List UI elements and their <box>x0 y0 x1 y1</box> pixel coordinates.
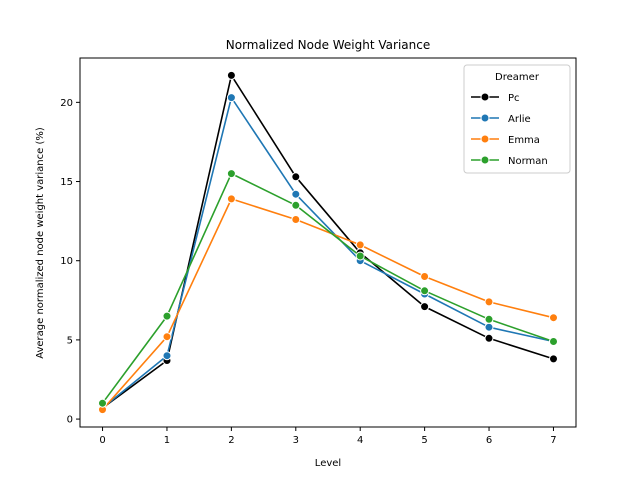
legend-label-pc: Pc <box>508 93 520 104</box>
plot-frame <box>79 57 577 428</box>
data-point-norman <box>98 398 107 408</box>
data-point-emma <box>355 240 365 250</box>
x-tick-label: 1 <box>164 435 170 446</box>
legend-title: Dreamer <box>495 72 540 83</box>
data-point-norman <box>549 337 558 346</box>
legend-marker-arlie <box>480 113 490 123</box>
legend-marker-pc <box>480 92 490 102</box>
data-point-emma <box>484 297 494 307</box>
legend-label-emma: Emma <box>508 135 540 146</box>
legend: Dreamer Pc Arlie Emma Norman <box>463 64 571 174</box>
data-point-arlie <box>162 351 172 361</box>
data-point-norman <box>484 314 494 324</box>
y-tick-label: 15 <box>60 177 73 188</box>
data-point-norman <box>162 311 172 321</box>
legend-marker-emma <box>480 134 490 144</box>
data-point-norman <box>291 200 301 210</box>
x-tick-label: 5 <box>421 435 427 446</box>
data-point-emma <box>549 313 558 323</box>
data-point-arlie <box>226 93 236 103</box>
data-point-arlie <box>291 189 301 199</box>
data-point-arlie <box>484 322 494 332</box>
legend-item-emma: Emma <box>471 134 540 146</box>
data-point-emma <box>291 215 301 224</box>
series-norman <box>98 169 558 408</box>
data-point-norman <box>355 251 365 261</box>
y-tick-label: 20 <box>60 98 73 109</box>
legend-marker-norman <box>480 155 490 165</box>
chart-title: Normalized Node Weight Variance <box>226 38 430 52</box>
data-point-norman <box>420 286 430 296</box>
legend-label-norman: Norman <box>508 156 548 167</box>
data-point-pc <box>484 333 494 343</box>
legend-item-arlie: Arlie <box>471 113 531 125</box>
x-tick-label: 7 <box>550 435 556 446</box>
legend-item-pc: Pc <box>471 92 520 104</box>
series-line-emma <box>101 198 554 411</box>
data-point-pc <box>291 172 301 182</box>
axes: 0 1 2 3 4 5 6 7 0 5 10 15 20 <box>60 57 577 446</box>
series-layer <box>98 70 558 415</box>
x-tick-label: 6 <box>486 435 492 446</box>
legend-label-arlie: Arlie <box>508 114 531 125</box>
data-point-pc <box>226 70 236 80</box>
series-emma <box>98 194 558 415</box>
y-tick-label: 10 <box>60 256 73 267</box>
x-tick-label: 3 <box>293 435 299 446</box>
data-point-emma <box>420 272 430 281</box>
data-point-pc <box>420 302 430 312</box>
x-tick-label: 2 <box>228 435 234 446</box>
y-tick-label: 0 <box>67 415 73 426</box>
data-point-norman <box>226 169 236 179</box>
legend-frame <box>463 64 571 174</box>
data-point-emma <box>226 194 236 204</box>
y-axis-label: Average normalized node weight variance … <box>35 127 46 359</box>
x-tick-label: 0 <box>99 435 105 446</box>
data-point-emma <box>162 332 172 342</box>
data-point-pc <box>549 354 558 364</box>
legend-item-norman: Norman <box>471 155 548 167</box>
x-axis-label: Level <box>315 458 341 469</box>
series-line-norman <box>101 172 554 404</box>
x-tick-label: 4 <box>357 435 363 446</box>
y-tick-label: 5 <box>67 335 73 346</box>
